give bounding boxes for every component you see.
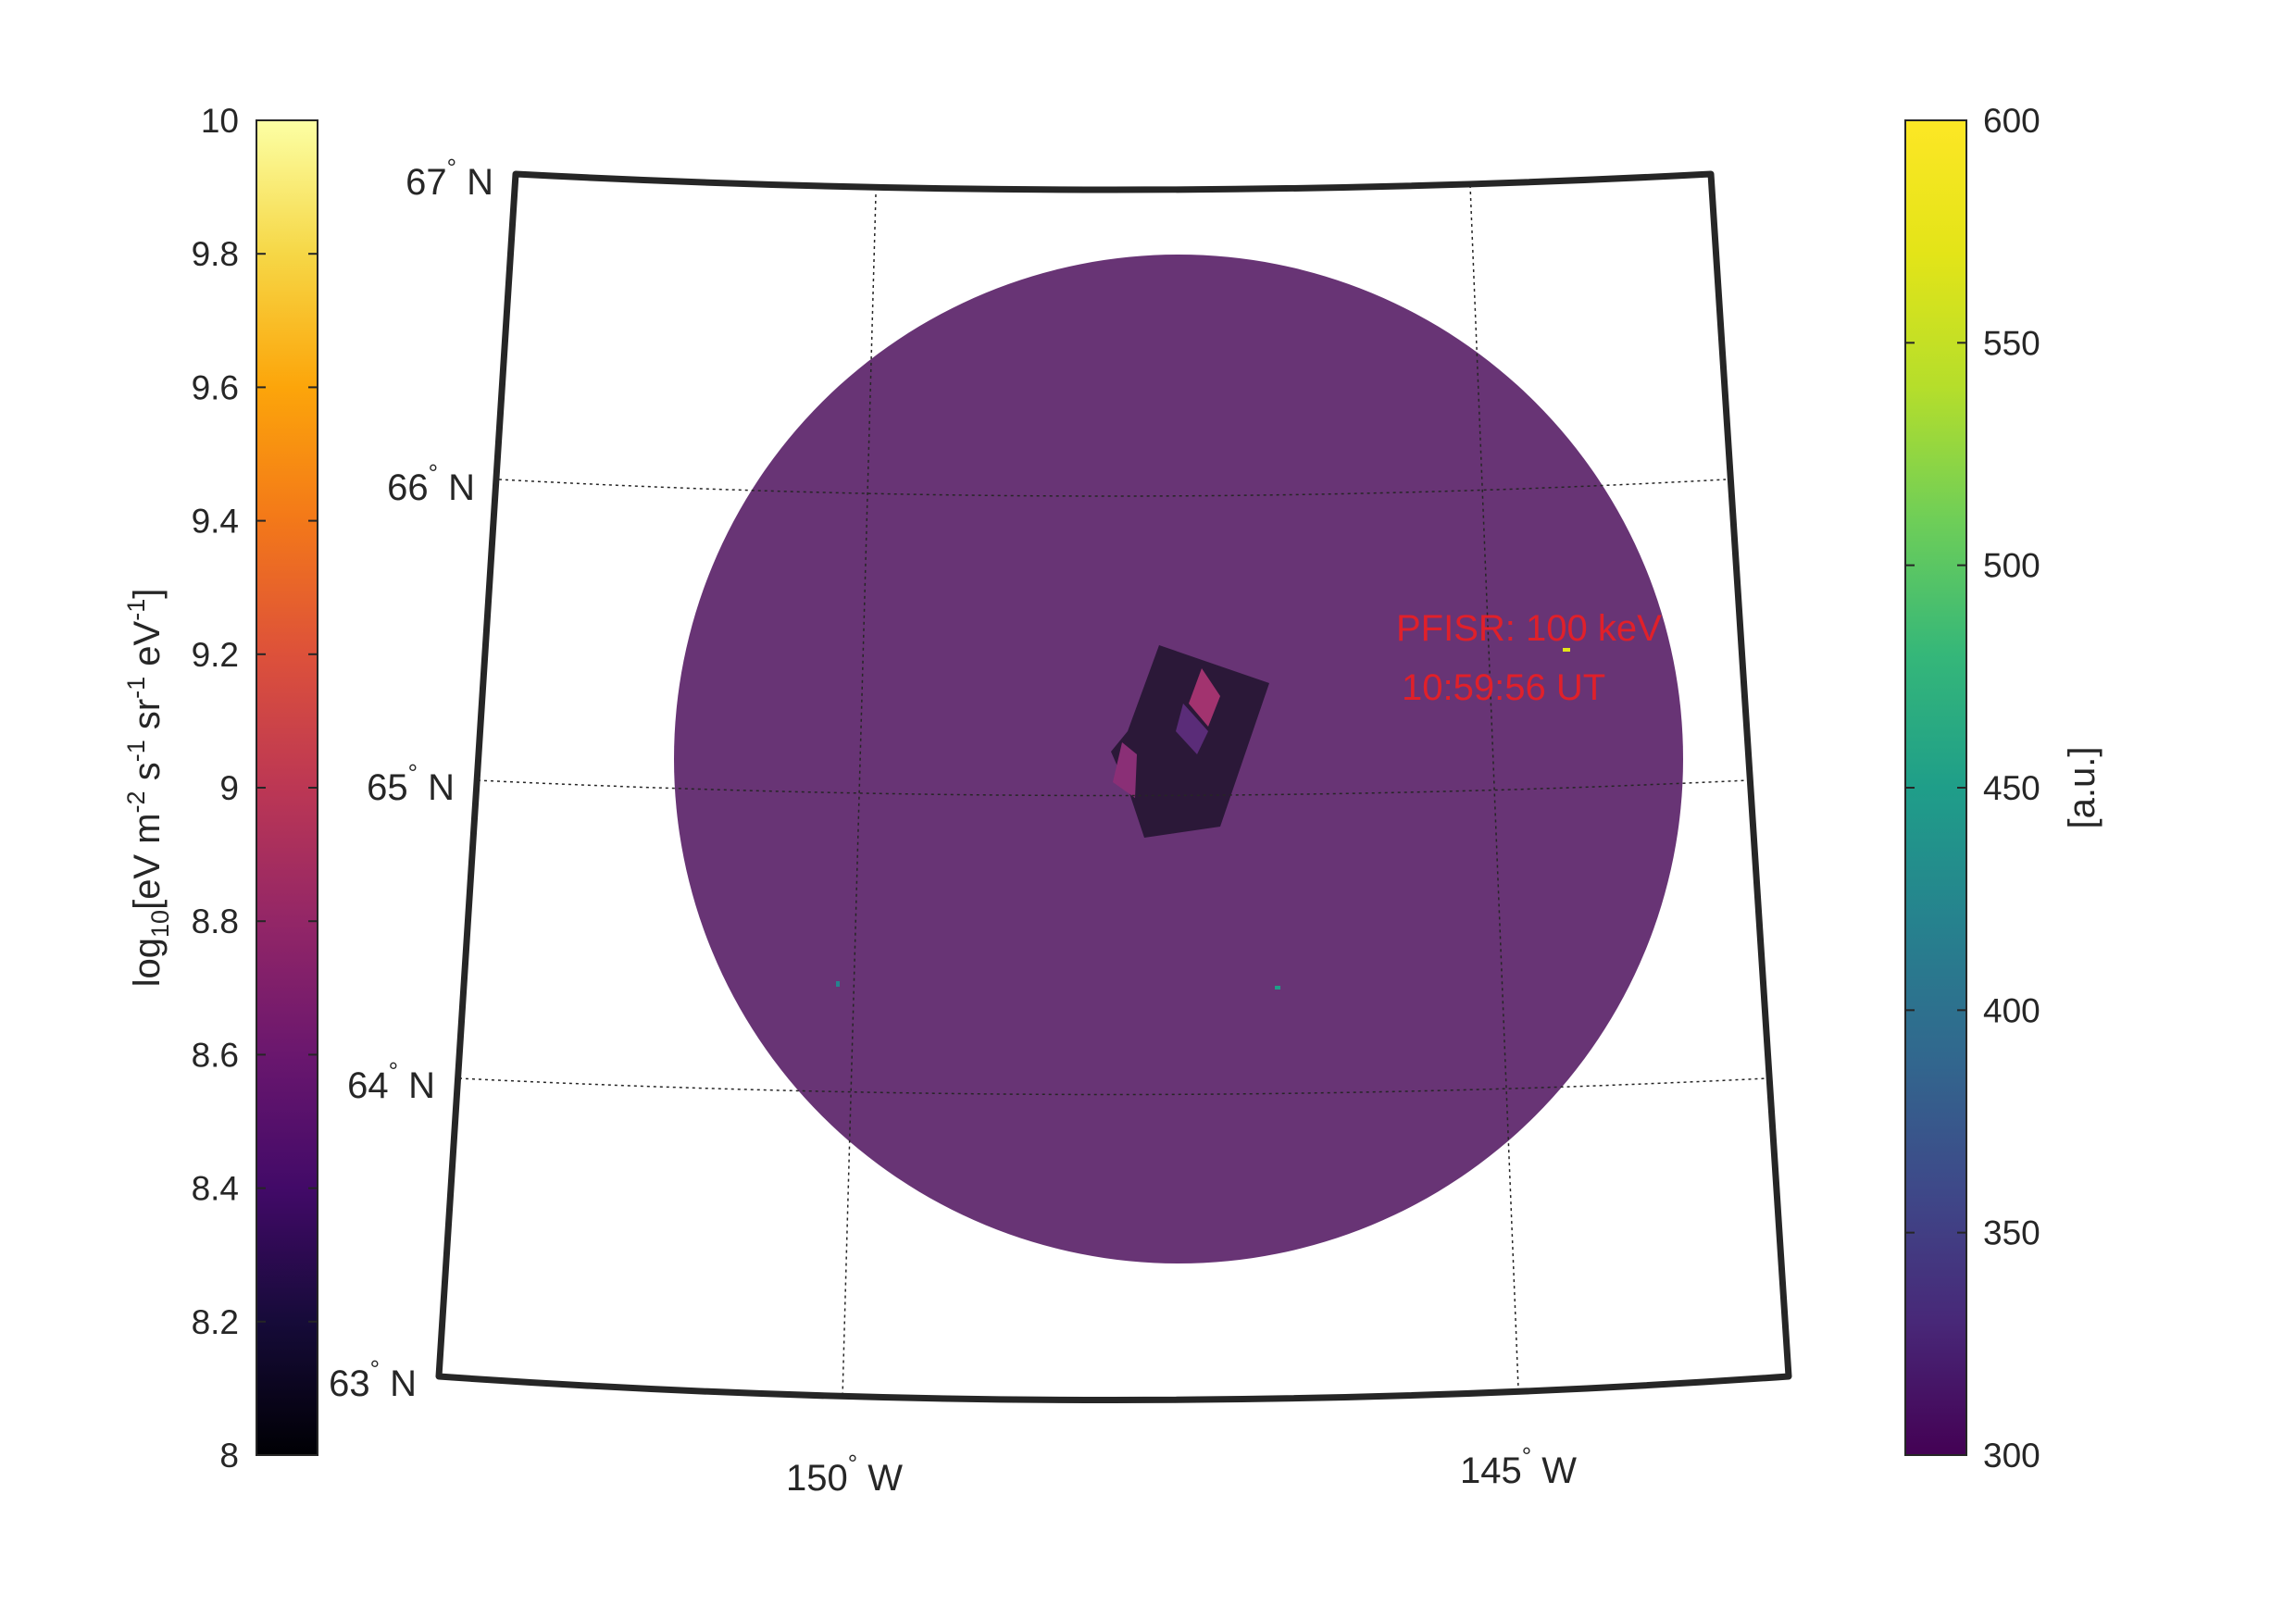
map-area: 67° N 66° N 65° N 64° N 63° N 150° W 145… [329, 154, 1792, 1499]
annotation-instrument-energy: PFISR: 100 keV [1396, 608, 1662, 649]
right-colorbar-label: [a.u.] [2062, 747, 2103, 829]
left-colorbar-tick-label: 10 [201, 102, 239, 140]
longitude-labels: 150° W 145° W [786, 1442, 1577, 1499]
lat-label-67n: 67° N [406, 154, 493, 203]
lat-label-65n: 65° N [367, 759, 455, 808]
left-colorbar-tick-label: 9.8 [192, 235, 239, 273]
parallel-65n [477, 779, 1749, 797]
right-colorbar-tick-label: 400 [1983, 991, 2040, 1029]
speck-2 [1275, 986, 1280, 989]
left-colorbar-tick-label: 9 [219, 769, 239, 807]
right-colorbar-tick-label: 450 [1983, 769, 2040, 807]
left-colorbar-tick-label: 8.2 [192, 1303, 239, 1341]
left-colorbar-tick-label: 9.6 [192, 368, 239, 406]
right-colorbar-tick-label: 550 [1983, 324, 2040, 362]
left-colorbar-tick-label: 8.8 [192, 902, 239, 940]
right-colorbar-ticks: 600 550 500 450 400 350 300 [1905, 102, 2040, 1475]
right-colorbar-tick-label: 350 [1983, 1214, 2040, 1252]
right-colorbar: 600 550 500 450 400 350 300 [a.u.] [1904, 102, 2103, 1475]
left-colorbar: 10 9.8 9.6 9.4 9.2 9 8.8 8.6 8.4 8.2 8 log10[eV m-… [122, 102, 318, 1475]
left-colorbar-tick-label: 8.4 [192, 1170, 239, 1208]
left-colorbar-ticks: 10 9.8 9.6 9.4 9.2 9 8.8 8.6 8.4 8.2 8 [192, 102, 318, 1475]
left-colorbar-gradient [256, 119, 318, 1456]
central-data-patch [1111, 645, 1269, 838]
lon-label-150w: 150° W [786, 1450, 903, 1499]
left-colorbar-tick-label: 8 [219, 1437, 239, 1475]
lat-label-64n: 64° N [347, 1057, 435, 1106]
speck-1 [836, 981, 840, 987]
parallel-64n [458, 1077, 1768, 1096]
right-colorbar-tick-label: 300 [1983, 1437, 2040, 1475]
parallel-66n [498, 479, 1727, 497]
lat-label-66n: 66° N [387, 459, 475, 508]
patch-magenta-top [1189, 668, 1220, 727]
right-colorbar-tick-label: 500 [1983, 547, 2040, 585]
left-colorbar-tick-label: 8.6 [192, 1036, 239, 1074]
left-colorbar-label: log10[eV m-2 s-1 sr-1 eV-1] [122, 589, 174, 988]
left-colorbar-tick-label: 9.2 [192, 636, 239, 674]
annotation-time: 10:59:56 UT [1402, 667, 1605, 708]
left-colorbar-tick-label: 9.4 [192, 503, 239, 541]
speck-3 [1563, 648, 1570, 652]
patch-magenta-left [1113, 742, 1137, 798]
patch-purple-mid [1176, 703, 1208, 754]
lon-label-145w: 145° W [1460, 1442, 1577, 1491]
graticule [458, 184, 1768, 1399]
map-frame [435, 170, 1792, 1403]
latitude-labels: 67° N 66° N 65° N 64° N 63° N [329, 154, 493, 1404]
right-colorbar-tick-label: 600 [1983, 102, 2040, 140]
lat-label-63n: 63° N [329, 1355, 417, 1404]
